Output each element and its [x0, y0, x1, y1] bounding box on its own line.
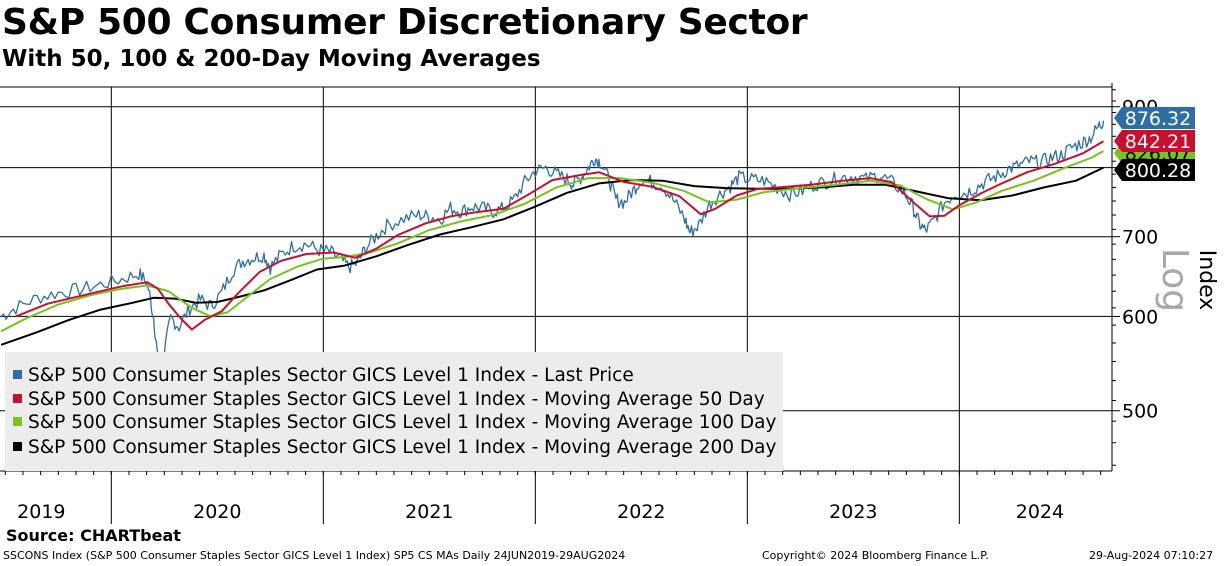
x-tick-label: 2024	[1016, 501, 1064, 523]
legend-label-ma-200: S&P 500 Consumer Staples Sector GICS Lev…	[28, 437, 777, 458]
legend-item-ma-100: S&P 500 Consumer Staples Sector GICS Lev…	[13, 412, 776, 434]
y-axis-title: Index	[1194, 250, 1219, 311]
x-tick-label: 2023	[829, 501, 877, 523]
series-line-last-price	[0, 120, 1105, 397]
legend-item-ma-200: S&P 500 Consumer Staples Sector GICS Lev…	[13, 437, 776, 459]
footer-copyright: Copyright© 2024 Bloomberg Finance L.P.	[762, 549, 989, 562]
legend-item-last-price: S&P 500 Consumer Staples Sector GICS Lev…	[13, 365, 634, 387]
legend-label-ma-50: S&P 500 Consumer Staples Sector GICS Lev…	[28, 389, 765, 410]
x-tick-label: 2019	[17, 501, 65, 523]
last-value-flag-ma-200	[1114, 159, 1195, 181]
footer-index-description: SSCONS Index (S&P 500 Consumer Staples S…	[3, 549, 626, 562]
log-scale-note: Log	[1154, 248, 1195, 312]
series-line-ma-50	[15, 140, 1105, 331]
y-tick-label: 600	[1122, 306, 1158, 328]
series-line-ma-100	[0, 150, 1104, 333]
last-value-flag-last-price	[1114, 107, 1195, 129]
footer-timestamp: 29-Aug-2024 07:10:27	[1089, 549, 1214, 562]
y-tick-label: 500	[1122, 401, 1158, 423]
legend-swatch-ma-200	[13, 442, 22, 451]
legend-label-ma-100: S&P 500 Consumer Staples Sector GICS Lev…	[28, 412, 777, 433]
source-note: Source: CHARTbeat	[6, 526, 181, 545]
chart-title: S&P 500 Consumer Discretionary Sector	[2, 2, 808, 43]
legend-swatch-last-price	[13, 370, 22, 379]
x-tick-label: 2021	[405, 501, 453, 523]
last-value-label-ma-50: 842.21	[1125, 131, 1191, 153]
chart-subtitle: With 50, 100 & 200-Day Moving Averages	[2, 46, 541, 72]
chart-canvas: 500600700800900201920202021202220232024I…	[0, 83, 1219, 524]
y-tick-label: 700	[1122, 227, 1158, 249]
series-line-ma-200	[0, 166, 1104, 346]
x-tick-label: 2020	[193, 501, 241, 523]
last-value-flag-ma-50	[1114, 130, 1195, 152]
legend-label-last-price: S&P 500 Consumer Staples Sector GICS Lev…	[28, 365, 634, 386]
chart-legend: S&P 500 Consumer Staples Sector GICS Lev…	[5, 352, 783, 471]
last-value-label-ma-200: 800.28	[1125, 160, 1191, 182]
legend-swatch-ma-50	[13, 394, 22, 403]
x-tick-label: 2022	[617, 501, 665, 523]
legend-swatch-ma-100	[13, 417, 22, 426]
last-value-label-last-price: 876.32	[1125, 108, 1191, 130]
legend-item-ma-50: S&P 500 Consumer Staples Sector GICS Lev…	[13, 389, 765, 411]
